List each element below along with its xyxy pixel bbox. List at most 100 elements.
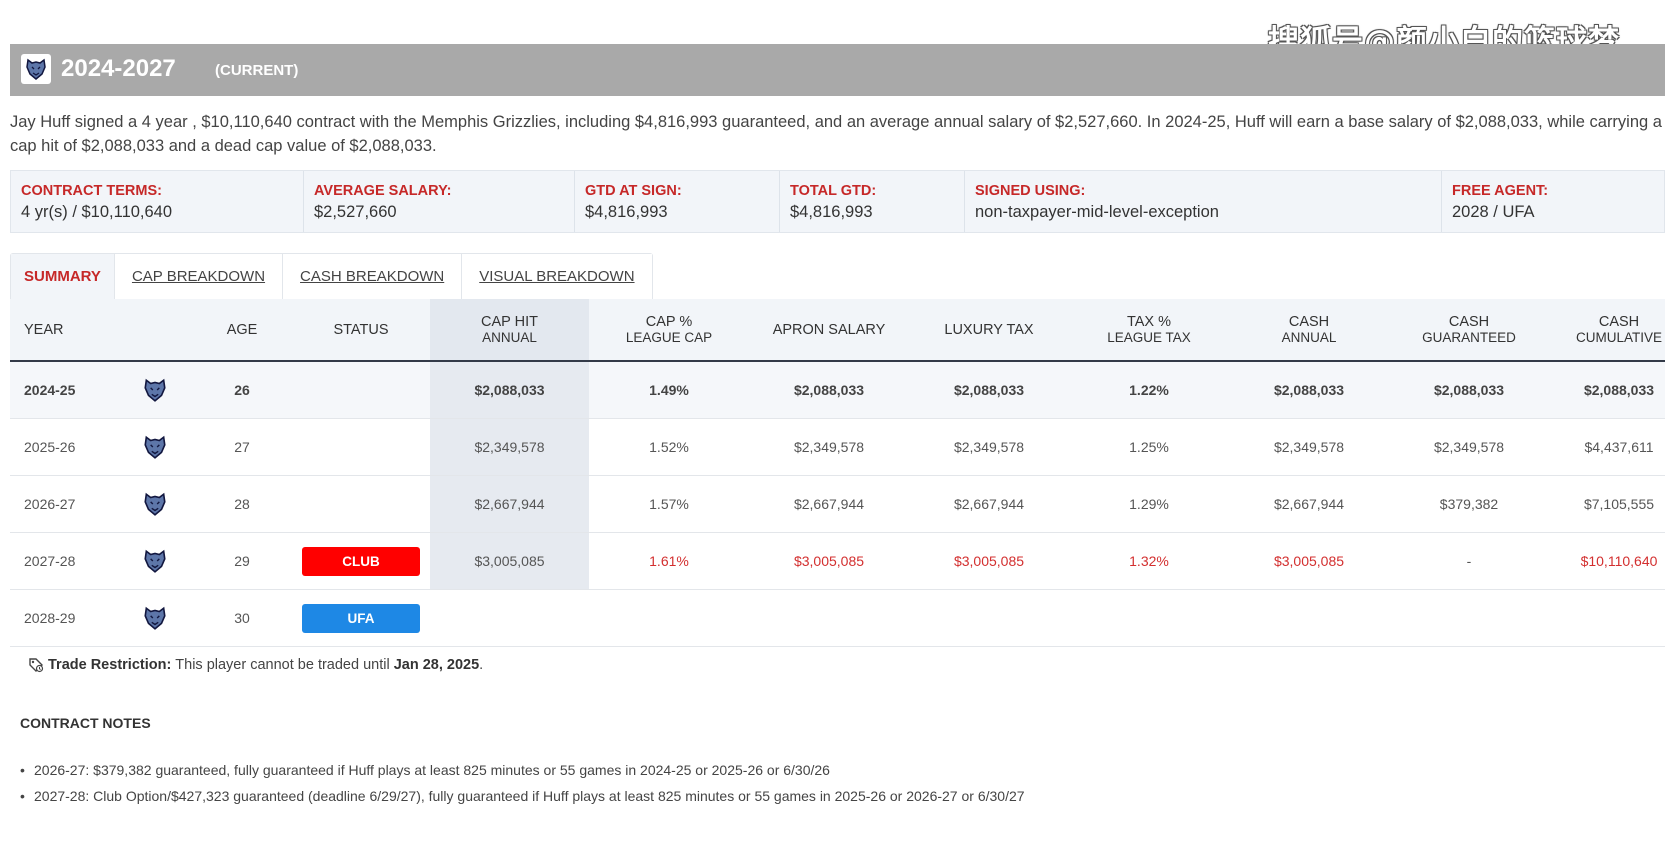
contract-years-title: 2024-2027	[61, 55, 176, 82]
table-row: 2027-28 29 CLUB $3,005,085 1.61% $3,005,085 $3…	[10, 533, 1665, 590]
cell-cash-gtd: $2,349,578	[1433, 439, 1505, 455]
cell-cap-hit: $3,005,085	[474, 553, 545, 569]
cell-cap-pct: 1.57%	[649, 496, 689, 512]
cell-tax-pct: 1.29%	[1129, 496, 1169, 512]
cell-cap-pct: 1.61%	[649, 553, 689, 569]
term-average: AVERAGE SALARY: $2,527,660	[304, 171, 575, 232]
cell-cash-annual: $2,349,578	[1273, 439, 1345, 455]
cell-cash-cum: $10,110,640	[1580, 553, 1658, 569]
col-label: CASH	[1598, 313, 1640, 330]
cell-cash-gtd: $2,088,033	[1433, 382, 1505, 398]
status-badge: CLUB	[302, 546, 420, 576]
col-label: CASH	[1288, 313, 1330, 330]
cell-apron: $2,349,578	[793, 439, 865, 455]
cell-cash-cum: $2,088,033	[1583, 382, 1655, 398]
col-cash-guaranteed: CASH GUARANTEED	[1389, 299, 1549, 360]
cell-lux: $2,349,578	[953, 439, 1025, 455]
cell-year: 2028-29	[24, 610, 76, 626]
term-label: SIGNED USING:	[975, 183, 1086, 199]
cell-tax-pct: 1.22%	[1129, 382, 1169, 398]
grizzlies-logo-icon	[138, 533, 172, 589]
term-total-gtd: TOTAL GTD: $4,816,993	[780, 171, 965, 232]
trade-restriction-label: Trade Restriction:	[48, 657, 172, 673]
term-gtd-sign: GTD AT SIGN: $4,816,993	[575, 171, 780, 232]
col-sublabel: ANNUAL	[482, 329, 537, 345]
table-row: 2026-27 28 $2,667,944 1.57% $2,667,944 $2,667…	[10, 476, 1665, 533]
contract-note: 2027-28: Club Option/$427,323 guaranteed…	[20, 788, 1025, 804]
col-label: CAP %	[645, 313, 693, 330]
cell-cap-pct: 1.49%	[649, 382, 689, 398]
cell-apron: $2,088,033	[793, 382, 865, 398]
col-year: YEAR	[24, 321, 64, 338]
table-body: 2024-25 26 $2,088,033 1.49% $2,088,033 $2,088…	[10, 362, 1665, 647]
cell-apron: $3,005,085	[793, 553, 865, 569]
col-sublabel: LEAGUE TAX	[1107, 329, 1191, 345]
cell-cash-cum: $7,105,555	[1583, 496, 1655, 512]
col-sublabel: GUARANTEED	[1422, 329, 1516, 345]
contract-terms: CONTRACT TERMS: 4 yr(s) / $10,110,640 AV…	[10, 170, 1665, 233]
term-contract: CONTRACT TERMS: 4 yr(s) / $10,110,640	[11, 171, 304, 232]
col-cap-hit: CAP HIT ANNUAL	[430, 299, 589, 360]
col-label: CAP HIT	[481, 313, 538, 330]
grizzlies-logo-icon	[138, 590, 172, 646]
contract-table: YEAR AGE STATUS CAP HIT ANNUAL CAP % LEA…	[10, 299, 1665, 647]
term-value: $2,527,660	[314, 203, 397, 221]
cell-lux: $2,088,033	[953, 382, 1025, 398]
col-cash-cumulative: CASH CUMULATIVE	[1549, 299, 1675, 360]
col-tax-pct: TAX % LEAGUE TAX	[1069, 299, 1229, 360]
grizzlies-logo-icon	[21, 54, 51, 84]
cell-status: UFA	[302, 590, 420, 646]
cell-cap-pct: 1.52%	[649, 439, 689, 455]
trade-restriction-text: This player cannot be traded until	[175, 657, 390, 673]
tab-cap-breakdown[interactable]: CAP BREAKDOWN	[114, 254, 284, 299]
table-row: 2028-29 30 UFA	[10, 590, 1665, 647]
trade-restriction-end: .	[479, 657, 484, 673]
tab-summary[interactable]: SUMMARY	[11, 254, 115, 299]
col-label: TAX %	[1126, 313, 1172, 330]
cell-cash-annual: $2,088,033	[1273, 382, 1345, 398]
cell-apron: $2,667,944	[793, 496, 865, 512]
cell-cap-hit: $2,088,033	[474, 382, 545, 398]
contract-note: 2026-27: $379,382 guaranteed, fully guar…	[20, 762, 1025, 778]
cell-cash-gtd: -	[1466, 553, 1472, 569]
col-sublabel: CUMULATIVE	[1575, 329, 1662, 345]
cell-year: 2026-27	[24, 496, 76, 512]
table-row: 2024-25 26 $2,088,033 1.49% $2,088,033 $2,088…	[10, 362, 1665, 419]
trade-restriction-date: Jan 28, 2025	[393, 657, 480, 673]
cell-cash-gtd: $379,382	[1439, 496, 1499, 512]
col-age: AGE	[226, 321, 258, 338]
term-label: FREE AGENT:	[1452, 183, 1549, 199]
term-value: non-taxpayer-mid-level-exception	[975, 203, 1219, 221]
contract-notes-title: CONTRACT NOTES	[20, 715, 151, 731]
cell-cap-hit: $2,349,578	[474, 439, 545, 455]
contract-header: 2024-2027 (CURRENT)	[10, 44, 1665, 96]
col-apron: APRON SALARY	[772, 321, 886, 338]
table-header: YEAR AGE STATUS CAP HIT ANNUAL CAP % LEA…	[10, 299, 1665, 362]
cell-lux: $3,005,085	[953, 553, 1025, 569]
status-badge: UFA	[302, 603, 420, 633]
term-label: CONTRACT TERMS:	[21, 183, 162, 199]
current-label: (CURRENT)	[215, 62, 299, 79]
cell-age: 29	[234, 553, 250, 569]
cell-year: 2027-28	[24, 553, 76, 569]
term-free-agent: FREE AGENT: 2028 / UFA	[1442, 171, 1664, 232]
cell-cash-annual: $2,667,944	[1273, 496, 1345, 512]
cell-age: 27	[234, 439, 250, 455]
cell-age: 26	[234, 382, 250, 398]
contract-summary: Jay Huff signed a 4 year , $10,110,640 c…	[10, 113, 1662, 155]
grizzlies-logo-icon	[138, 362, 172, 418]
term-value: $4,816,993	[585, 203, 668, 221]
cell-cap-hit: $2,667,944	[474, 496, 545, 512]
cell-year: 2024-25	[24, 382, 76, 398]
trade-restriction: Trade Restriction: This player cannot be…	[28, 657, 483, 673]
cell-year: 2025-26	[24, 439, 76, 455]
col-sublabel: ANNUAL	[1281, 329, 1337, 345]
term-value: $4,816,993	[790, 203, 873, 221]
grizzlies-logo-icon	[138, 476, 172, 532]
table-row: 2025-26 27 $2,349,578 1.52% $2,349,578 $2,349…	[10, 419, 1665, 476]
col-cap-pct: CAP % LEAGUE CAP	[589, 299, 749, 360]
term-label: TOTAL GTD:	[790, 183, 877, 199]
tab-visual-breakdown[interactable]: VISUAL BREAKDOWN	[462, 254, 652, 299]
tab-cash-breakdown[interactable]: CASH BREAKDOWN	[283, 254, 463, 299]
trade-restriction-icon	[29, 658, 44, 673]
